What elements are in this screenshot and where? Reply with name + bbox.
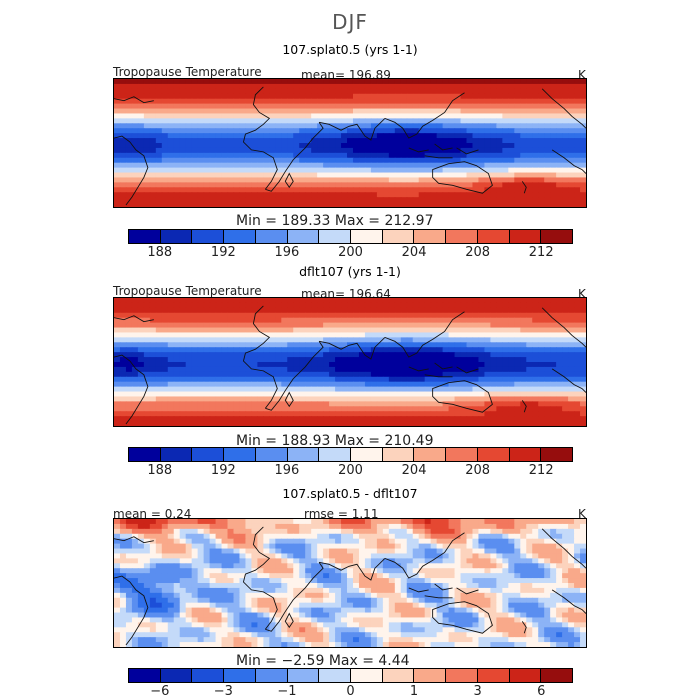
colorbar-tick-label: 192 [210,463,236,478]
colorbar-swatch [414,230,447,243]
colorbar-tick-label: 6 [537,684,546,699]
colorbar-tick-label: 196 [274,463,300,478]
colorbar-swatch [477,669,510,682]
colorbar-swatch [224,230,256,243]
colorbar-tick-label: 3 [473,684,482,699]
colorbar-swatch [414,448,447,461]
colorbar-tick-label: 196 [274,245,300,260]
colorbar-tick-label: 188 [147,245,173,260]
colorbar-tick-label: 200 [338,245,363,260]
colorbar-tick-label: −1 [277,684,297,699]
panel-2-colorbar [128,447,573,462]
colorbar-swatch [351,669,383,682]
figure-title: DJF [332,10,368,34]
panel-2-map [113,297,587,427]
colorbar-swatch [446,448,478,461]
colorbar-swatch [541,448,573,461]
coastlines [114,305,586,425]
colorbar-swatch [192,230,225,243]
colorbar-swatch [509,448,542,461]
colorbar-tick-label: 204 [401,463,427,478]
colorbar-tick-label: 192 [210,245,236,260]
field-cells [114,519,586,647]
colorbar-swatch [319,448,352,461]
colorbar-tick-label: 200 [338,463,363,478]
panel-3-mean-label: mean = 0.24 [113,507,192,521]
colorbar-swatch [382,448,415,461]
colorbar-swatch [287,230,320,243]
coastlines [114,526,586,646]
colorbar-swatch [351,230,383,243]
colorbar-swatch [160,448,193,461]
colorbar-swatch [382,230,415,243]
colorbar-swatch [287,669,320,682]
panel-2-minmax: Min = 188.93 Max = 210.49 [236,433,434,449]
colorbar-tick-label: 204 [401,245,427,260]
colorbar-tick-label: 208 [465,245,491,260]
colorbar-swatch [255,448,288,461]
colorbar-swatch [351,448,383,461]
coastlines [114,86,586,206]
panel-3-unit-label: K [578,507,586,521]
colorbar-swatch [160,669,193,682]
panel-1-minmax: Min = 189.33 Max = 212.97 [236,213,434,229]
panel-3-title: 107.splat0.5 - dflt107 [282,486,418,501]
colorbar-tick-label: 212 [528,463,554,478]
panel-3-rmse-label: rmse = 1.11 [304,507,379,521]
colorbar-swatch [446,669,478,682]
colorbar-swatch [319,669,352,682]
colorbar-swatch [477,230,510,243]
colorbar-swatch [129,448,161,461]
panel-2-title: dflt107 (yrs 1-1) [299,264,401,279]
panel-3-map [113,518,587,648]
colorbar-tick-label: 208 [465,463,491,478]
panel-1-title: 107.splat0.5 (yrs 1-1) [282,42,418,57]
colorbar-swatch [319,230,352,243]
colorbar-swatch [541,669,573,682]
colorbar-swatch [509,669,542,682]
colorbar-swatch [224,448,256,461]
colorbar-swatch [160,230,193,243]
colorbar-tick-label: −3 [213,684,233,699]
panel-1-unit-label: K [578,68,586,82]
colorbar-swatch [192,669,225,682]
colorbar-swatch [224,669,256,682]
colorbar-swatch [255,669,288,682]
panel-2-unit-label: K [578,287,586,301]
colorbar-tick-label: 188 [147,463,173,478]
field-cells [114,298,586,426]
colorbar-swatch [255,230,288,243]
panel-2-variable-label: Tropopause Temperature [113,284,262,298]
colorbar-swatch [477,448,510,461]
colorbar-tick-label: −6 [150,684,170,699]
colorbar-tick-label: 212 [528,245,554,260]
colorbar-tick-label: 0 [346,684,355,699]
colorbar-swatch [192,448,225,461]
colorbar-swatch [446,230,478,243]
colorbar-swatch [129,230,161,243]
panel-3-minmax: Min = −2.59 Max = 4.44 [236,653,410,669]
colorbar-swatch [287,448,320,461]
colorbar-swatch [129,669,161,682]
panel-1-variable-label: Tropopause Temperature [113,65,262,79]
panel-3-colorbar [128,668,573,683]
colorbar-swatch [414,669,447,682]
colorbar-swatch [509,230,542,243]
panel-1-map [113,78,587,208]
field-cells [114,79,586,207]
colorbar-tick-label: 1 [409,684,419,699]
panel-1-colorbar [128,229,573,244]
colorbar-swatch [382,669,415,682]
colorbar-swatch [541,230,573,243]
